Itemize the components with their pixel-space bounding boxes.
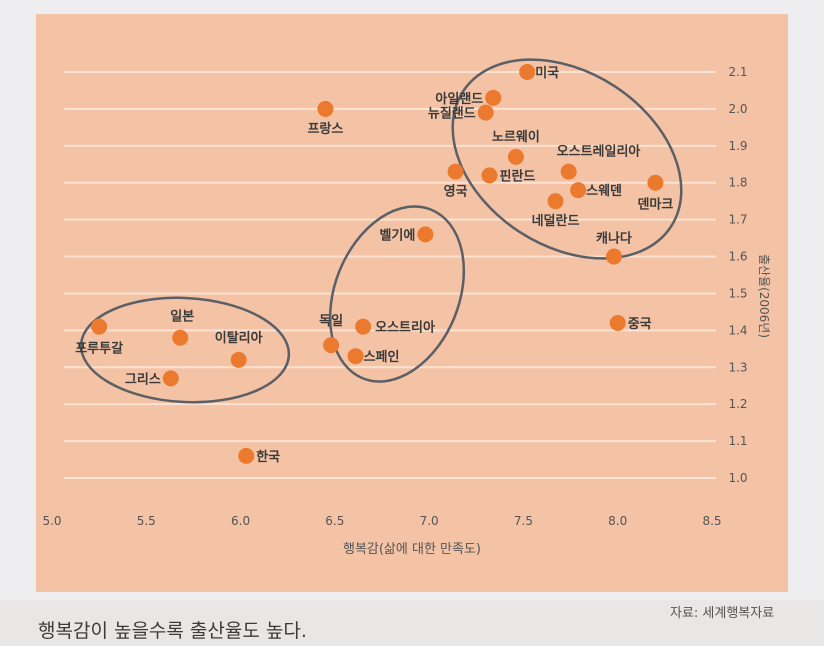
x-axis-label: 행복감(삶에 대한 만족도) (343, 541, 481, 557)
data-point (547, 193, 564, 210)
x-tick-label: 7.0 (420, 514, 439, 528)
x-tick-label: 8.5 (702, 514, 721, 528)
data-point (347, 348, 364, 365)
point-label: 영국 (444, 185, 468, 200)
point-label: 네덜란드 (532, 213, 580, 229)
y-tick-label: 1.7 (728, 213, 747, 227)
y-tick-label: 1.4 (728, 323, 747, 337)
y-tick-label: 2.0 (728, 102, 747, 116)
data-point (317, 100, 334, 117)
plot-background (36, 14, 788, 592)
x-tick-label: 6.0 (231, 514, 250, 528)
scatter-chart: 1.0 1.1 1.2 1.3 1.4 1.5 1.6 1.7 1.8 1.9 2.0 2.1 5.0 5… (36, 14, 788, 592)
y-tick-label: 1.3 (728, 360, 747, 374)
data-point (570, 182, 587, 199)
data-point (91, 318, 108, 335)
point-label: 일본 (170, 310, 194, 325)
data-point (605, 248, 622, 265)
chart-panel: 1.0 1.1 1.2 1.3 1.4 1.5 1.6 1.7 1.8 1.9 2.0 2.1 5.0 5… (36, 14, 788, 592)
data-point (447, 163, 464, 180)
point-label: 아일랜드 (435, 91, 483, 107)
data-point (355, 318, 372, 335)
data-point (647, 174, 664, 191)
x-tick-label: 5.0 (42, 514, 61, 528)
point-label: 프랑스 (307, 122, 343, 137)
data-point (323, 337, 340, 354)
data-point (477, 104, 494, 121)
chart-caption: 행복감이 높을수록 출산율도 높다. (38, 620, 307, 642)
data-point (485, 89, 502, 106)
point-label: 뉴질랜드 (428, 106, 476, 122)
x-tick-label: 5.5 (137, 514, 156, 528)
point-label: 이탈리아 (215, 330, 263, 346)
y-tick-label: 1.2 (728, 397, 747, 411)
cluster-ellipse (79, 296, 291, 404)
cluster-ellipse (451, 58, 683, 260)
y-axis-label: 출산율(2006년) (757, 254, 771, 338)
point-label: 벨기에 (379, 227, 415, 243)
point-label: 오스트리아 (375, 320, 435, 336)
data-point (560, 163, 577, 180)
point-label: 미국 (535, 65, 559, 81)
y-tick-label: 2.1 (728, 65, 747, 79)
data-point (609, 314, 626, 331)
y-tick-label: 1.8 (728, 176, 747, 190)
point-label: 덴마크 (637, 197, 673, 213)
x-tick-label: 7.5 (514, 514, 533, 528)
y-tick-label: 1.0 (728, 471, 747, 485)
point-label: 스페인 (364, 349, 400, 365)
y-tick-label: 1.6 (728, 250, 747, 264)
data-point (238, 447, 255, 464)
data-point (172, 329, 189, 346)
point-label: 오스트레일리아 (557, 144, 641, 160)
point-label: 독일 (319, 314, 343, 329)
point-label: 캐나다 (596, 231, 632, 247)
point-label: 중국 (628, 317, 652, 332)
data-source: 자료: 세계행복자료 (670, 606, 775, 621)
data-point (417, 226, 434, 243)
point-label: 한국 (256, 449, 280, 465)
point-label: 포루투갈 (75, 342, 123, 357)
data-point (481, 167, 498, 184)
x-tick-label: 8.0 (608, 514, 627, 528)
y-tick-label: 1.1 (728, 434, 747, 448)
y-tick-label: 1.5 (728, 286, 747, 300)
data-point (230, 351, 247, 368)
data-point (507, 148, 524, 165)
data-point (162, 370, 179, 387)
data-point (519, 64, 536, 80)
x-tick-label: 6.5 (325, 514, 344, 528)
point-label: 노르웨이 (492, 129, 540, 145)
cluster-ellipse (328, 205, 466, 383)
point-label: 그리스 (125, 371, 161, 387)
point-label: 핀란드 (499, 168, 535, 184)
point-label: 스웨덴 (586, 183, 622, 199)
y-tick-label: 1.9 (728, 139, 747, 153)
